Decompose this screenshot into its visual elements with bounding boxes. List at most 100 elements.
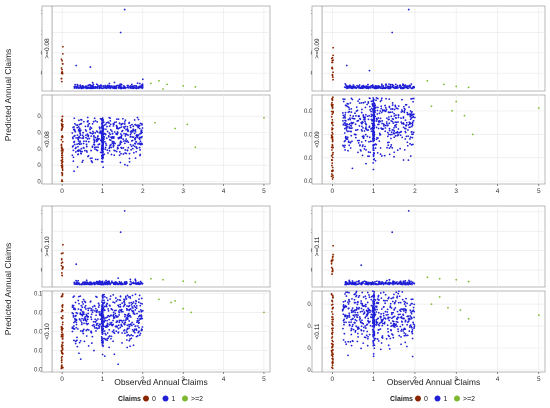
point-claims-1 — [90, 316, 92, 318]
point-claims-1 — [76, 124, 79, 127]
point-claims-1 — [410, 302, 413, 305]
point-claims-1 — [380, 99, 383, 102]
point-claims-0 — [332, 46, 335, 49]
point-claims-1 — [392, 84, 395, 87]
point-claims-1 — [358, 125, 361, 127]
point-claims-1 — [362, 144, 364, 146]
point-claims-0 — [60, 359, 63, 362]
point-claims-1 — [386, 131, 389, 134]
point-claims-0 — [331, 335, 334, 338]
point-claims-1 — [350, 111, 353, 114]
point-claims-1 — [74, 85, 77, 88]
point-claims-1 — [401, 323, 404, 326]
point-claims-1 — [138, 124, 141, 127]
point-claims-1 — [370, 130, 373, 133]
point-claims-0 — [60, 67, 63, 69]
point-claims-1 — [119, 305, 122, 308]
point-claims-2plus — [194, 146, 197, 149]
point-claims-1 — [134, 302, 137, 305]
point-claims-1 — [77, 149, 80, 152]
point-claims-1 — [387, 133, 390, 136]
point-claims-1 — [413, 327, 415, 330]
point-claims-1 — [356, 326, 359, 329]
point-claims-1 — [409, 113, 412, 116]
point-claims-1 — [123, 121, 126, 123]
point-claims-1 — [396, 282, 398, 285]
x-tick-label: 4 — [222, 376, 226, 383]
point-claims-1 — [112, 329, 115, 332]
point-claims-1 — [126, 346, 129, 349]
point-claims-1 — [409, 110, 412, 112]
point-claims-1 — [368, 136, 371, 139]
point-claims-1 — [392, 320, 395, 323]
point-claims-1 — [365, 297, 367, 300]
point-claims-1 — [372, 120, 375, 123]
point-claims-0 — [61, 329, 63, 332]
point-claims-1 — [71, 306, 74, 309]
point-claims-1 — [100, 301, 103, 303]
legend-left: Claims 0 1 >=2 — [118, 395, 203, 403]
point-claims-1 — [74, 151, 77, 153]
point-claims-1 — [114, 85, 117, 88]
point-claims-0 — [61, 126, 64, 129]
point-claims-2plus — [451, 110, 453, 112]
point-claims-1 — [358, 102, 361, 105]
point-claims-1 — [345, 317, 348, 320]
point-claims-1 — [391, 111, 394, 114]
point-claims-1 — [390, 115, 393, 118]
point-claims-1 — [116, 320, 118, 322]
point-claims-1 — [347, 149, 349, 152]
point-claims-1 — [104, 142, 107, 145]
point-claims-1 — [135, 328, 138, 331]
point-claims-1 — [394, 324, 397, 326]
point-claims-1 — [118, 319, 121, 322]
point-claims-1 — [83, 340, 86, 343]
point-claims-1 — [75, 124, 78, 126]
point-claims-1 — [405, 135, 408, 138]
point-claims-1 — [107, 315, 110, 317]
point-claims-1 — [87, 135, 90, 138]
point-claims-1 — [125, 152, 128, 155]
point-claims-1 — [378, 132, 381, 135]
point-claims-1 — [408, 280, 411, 283]
point-claims-1 — [91, 122, 94, 125]
point-claims-1 — [97, 306, 100, 308]
point-claims-1 — [412, 116, 414, 119]
point-claims-1 — [129, 278, 132, 281]
point-claims-1 — [137, 301, 140, 304]
point-claims-1 — [360, 149, 362, 152]
point-claims-1 — [109, 298, 112, 300]
point-claims-1 — [83, 318, 86, 320]
point-claims-1 — [107, 282, 110, 285]
point-claims-0 — [331, 73, 334, 76]
point-claims-1 — [367, 281, 370, 284]
point-claims-1 — [375, 280, 378, 283]
point-claims-1 — [83, 283, 86, 286]
point-claims-1 — [400, 343, 402, 346]
point-claims-1 — [77, 279, 80, 282]
point-claims-0 — [61, 166, 64, 169]
point-claims-2plus — [455, 85, 458, 88]
point-claims-1 — [111, 132, 114, 135]
point-claims-1 — [372, 353, 375, 355]
point-claims-1 — [408, 121, 411, 124]
point-claims-1 — [101, 144, 103, 147]
point-claims-0 — [331, 329, 334, 332]
point-claims-1 — [390, 322, 392, 325]
point-claims-1 — [344, 120, 347, 122]
point-claims-1 — [355, 283, 358, 286]
point-claims-1 — [126, 317, 129, 320]
point-claims-1 — [360, 329, 363, 331]
point-claims-0 — [331, 138, 334, 140]
point-claims-1 — [380, 283, 382, 286]
point-claims-1 — [115, 118, 118, 121]
point-claims-1 — [135, 87, 138, 90]
point-claims-1 — [411, 329, 414, 331]
point-claims-1 — [409, 142, 411, 145]
point-claims-1 — [87, 125, 89, 128]
point-claims-1 — [98, 126, 101, 129]
point-claims-1 — [394, 306, 397, 309]
point-claims-1 — [97, 302, 100, 305]
point-claims-1 — [130, 324, 133, 327]
point-claims-1 — [123, 304, 126, 306]
